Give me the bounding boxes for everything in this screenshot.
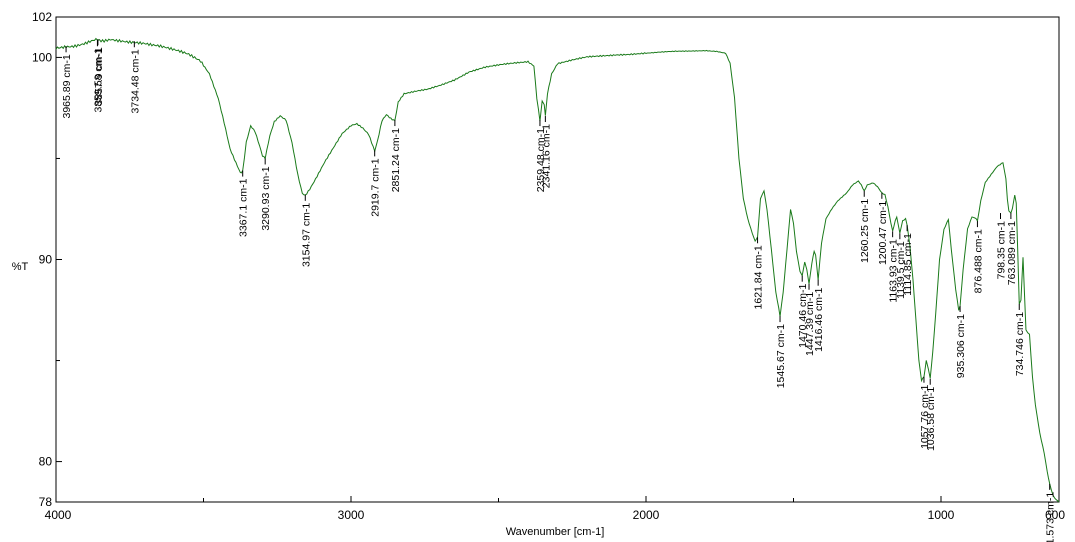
peak-annotation: 3965.89 cm-1 — [61, 46, 73, 119]
peak-label: 3859.58 cm-1 — [92, 48, 104, 112]
peak-label: 1545.67 cm-1 — [775, 324, 787, 388]
series-layer — [55, 37, 1060, 503]
peak-annotation: 1470.46 cm-1 — [797, 275, 809, 348]
peak-label: 1260.25 cm-1 — [859, 199, 871, 263]
peak-label: 1416.46 cm-1 — [813, 288, 825, 352]
peak-label: 1447.39 cm-1 — [804, 292, 816, 356]
peak-label: 763.089 cm-1 — [1006, 221, 1018, 285]
y-axis-title: %T — [12, 261, 29, 273]
peak-label: 734.746 cm-1 — [1014, 312, 1026, 376]
peak-label: 1114.85 cm-1 — [902, 233, 914, 296]
peak-label: 3857.9 cm-1 — [93, 47, 105, 106]
peak-annotation: 1200.47 cm-1 — [877, 192, 889, 265]
y-tick-label: 102 — [32, 10, 52, 24]
peak-label: 1621.84 cm-1 — [753, 245, 765, 309]
x-tick-label: 1000 — [928, 508, 955, 522]
peak-label: 876.488 cm-1 — [972, 229, 984, 293]
peak-annotation: 1416.46 cm-1 — [813, 279, 825, 352]
peak-annotation: 2359.48 cm-1 — [535, 120, 547, 192]
peak-annotation: 1114.85 cm-1 — [902, 225, 914, 296]
x-tick-label: 2000 — [633, 508, 660, 522]
peak-annotation: 3734.48 cm-1 — [129, 41, 141, 113]
y-tick-label: 80 — [39, 455, 53, 469]
peak-label: 2919.7 cm-1 — [370, 158, 382, 217]
peak-annotation: 734.746 cm-1 — [1014, 303, 1026, 376]
axes-layer: 4000 3000 2000 1000 600 102 100 90 80 78 — [32, 10, 1065, 522]
peak-label: 2341.16 cm-1 — [540, 124, 552, 188]
peak-annotation: 2341.16 cm-1 — [540, 116, 552, 188]
peak-annotation: 3857.9 cm-1 — [93, 39, 105, 106]
peak-annotation: 3154.97 cm-1 — [300, 194, 312, 267]
peak-annotation: 1545.67 cm-1 — [775, 316, 787, 388]
peak-annotation: 1621.84 cm-1 — [753, 237, 765, 309]
peak-label: 2359.48 cm-1 — [535, 128, 547, 192]
peak-annotation: 763.089 cm-1 — [1006, 213, 1018, 285]
peak-label: 3290.93 cm-1 — [260, 166, 272, 230]
x-tick-label: 600 — [1045, 508, 1065, 522]
peak-label: 798.35 cm-1 — [995, 221, 1007, 280]
y-tick-label: 78 — [39, 495, 53, 509]
peak-label: 3734.48 cm-1 — [129, 49, 141, 113]
peak-label: 1470.46 cm-1 — [797, 284, 809, 348]
peak-label: 2851.24 cm-1 — [390, 128, 402, 192]
peak-label: 1057.76 cm-1 — [919, 385, 931, 449]
peak-annotation: 3290.93 cm-1 — [260, 158, 272, 231]
x-tick-label: 3000 — [338, 508, 365, 522]
peak-annotation: 876.488 cm-1 — [972, 221, 984, 293]
peak-annotation: 2851.24 cm-1 — [390, 120, 402, 192]
peak-label: 3965.89 cm-1 — [61, 54, 73, 118]
peak-annotation: 631.573 cm-1 — [1045, 483, 1057, 542]
peak-annotation: 1447.39 cm-1 — [804, 283, 816, 356]
peak-annotation: 798.35 cm-1 — [995, 213, 1007, 279]
peak-annotation: 1260.25 cm-1 — [859, 190, 871, 263]
peak-label: 1163.93 cm-1 — [888, 239, 900, 303]
y-tick-label: 100 — [32, 50, 52, 64]
y-tick-label: 90 — [39, 253, 53, 267]
x-tick-label: 4000 — [45, 508, 72, 522]
peak-annotation: 2919.7 cm-1 — [370, 150, 382, 217]
peak-label: 1036.58 cm-1 — [925, 387, 937, 451]
peak-annotation: 1139.5 cm-1 — [895, 233, 907, 299]
peak-label: 1200.47 cm-1 — [877, 201, 889, 265]
peak-annotation: 3367.1 cm-1 — [238, 170, 250, 237]
peak-annotation: 935.306 cm-1 — [955, 305, 967, 378]
peak-annotation: 1163.93 cm-1 — [888, 231, 900, 303]
x-axis-title: Wavenumber [cm-1] — [506, 526, 605, 538]
spectrum-line — [55, 37, 1060, 503]
peak-annotation: 1057.76 cm-1 — [919, 376, 931, 449]
peak-label: 935.306 cm-1 — [955, 314, 967, 378]
peak-label: 631.573 cm-1 — [1045, 492, 1057, 542]
peak-label: 3367.1 cm-1 — [238, 178, 250, 237]
peak-label: 1139.5 cm-1 — [895, 241, 907, 299]
peak-annotation: 1036.58 cm-1 — [925, 378, 937, 451]
peak-label: 3154.97 cm-1 — [300, 203, 312, 267]
